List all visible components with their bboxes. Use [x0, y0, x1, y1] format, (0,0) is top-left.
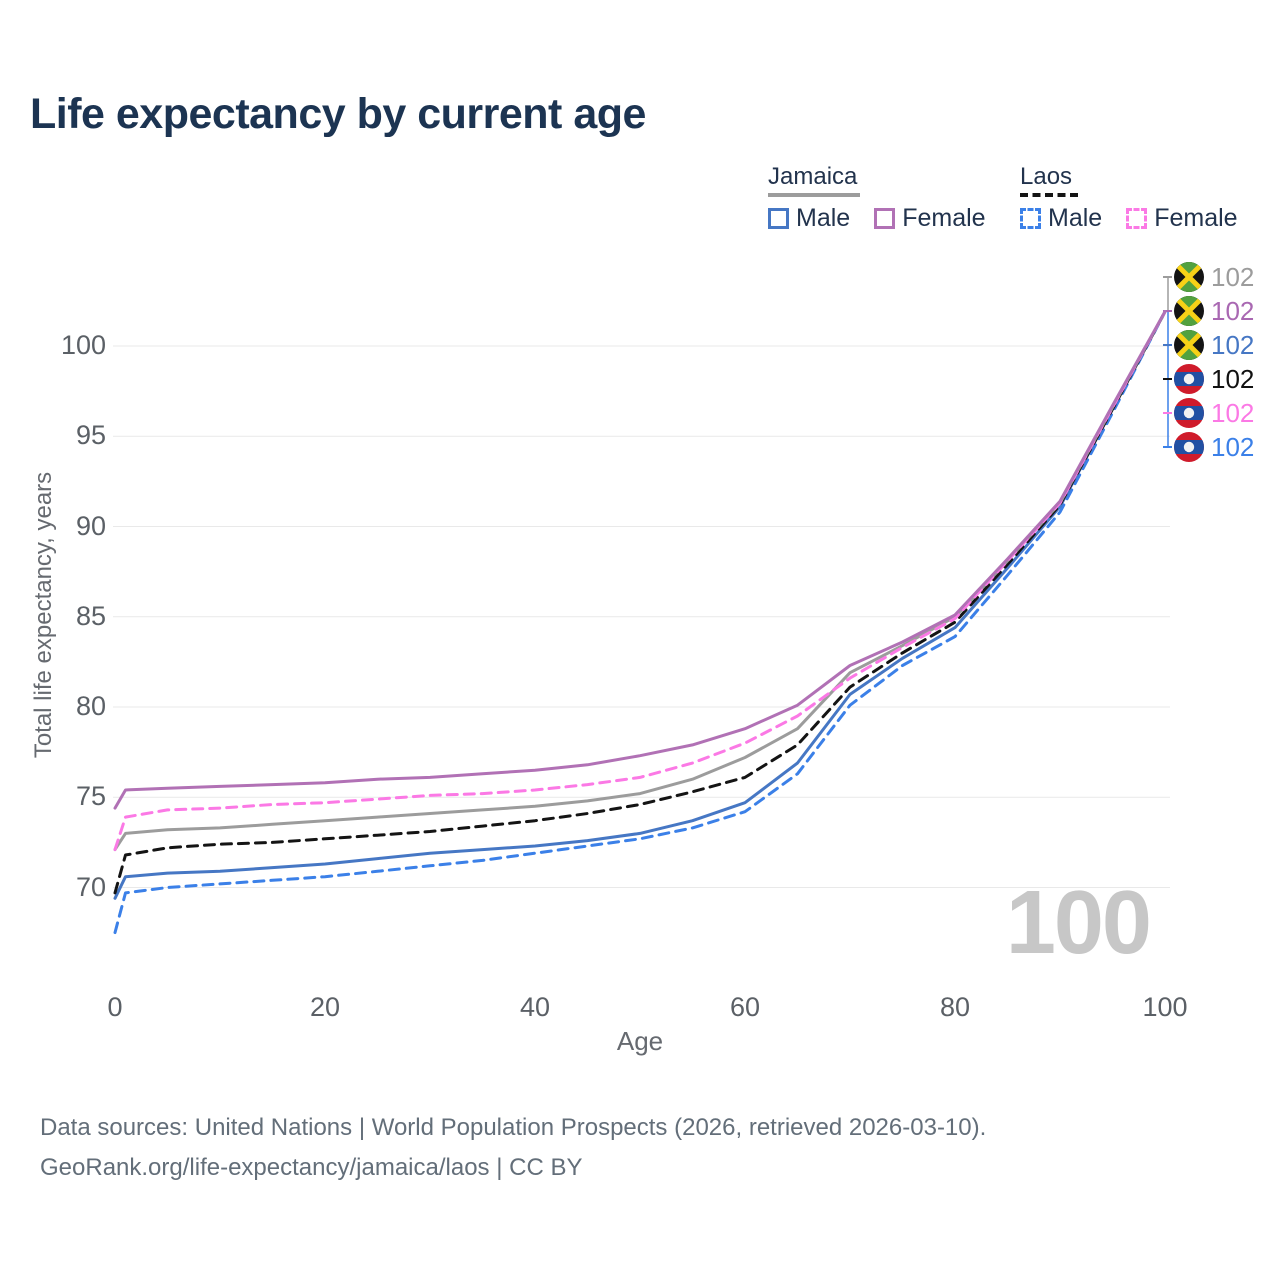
endpoint-value: 102 — [1211, 431, 1255, 462]
chart-plot — [113, 276, 1172, 935]
legend-label-laos-female: Female — [1154, 204, 1238, 232]
legend-group-jamaica: Jamaica Male Female — [768, 162, 1010, 233]
attribution-line: GeoRank.org/life-expectancy/jamaica/laos… — [40, 1154, 583, 1181]
y-tick-label-80: 80 — [75, 691, 106, 721]
x-tick-label-60: 60 — [729, 992, 761, 1022]
y-axis-title: Total life expectancy, years — [30, 471, 57, 759]
legend-item-laos-male[interactable]: Male — [1020, 204, 1102, 233]
endpoint-label-row-laos-male: 102 — [1174, 430, 1254, 464]
legend-swatch-jamaica-female — [874, 208, 896, 229]
legend-swatch-jamaica-male — [768, 208, 789, 229]
x-tick-label-80: 80 — [939, 992, 971, 1022]
legend-group-title-jamaica[interactable]: Jamaica — [768, 163, 858, 190]
y-tick-label-90: 90 — [75, 510, 106, 541]
endpoint-label-row-laos-total: 102 — [1174, 362, 1254, 396]
legend-item-jamaica-female[interactable]: Female — [874, 204, 986, 233]
y-tick-label-70: 70 — [75, 871, 106, 902]
data-source-line: Data sources: United Nations | World Pop… — [40, 1114, 987, 1141]
x-tick-label-0: 0 — [107, 992, 123, 1022]
legend-label-jamaica-male: Male — [796, 204, 851, 232]
laos-flag-icon — [1174, 432, 1204, 462]
legend-swatch-laos-male — [1020, 208, 1041, 229]
series-line-jamaica-total[interactable] — [113, 310, 1167, 852]
legend-label-jamaica-female: Female — [902, 204, 986, 232]
legend-group-laos: Laos Male Female — [1020, 162, 1262, 233]
x-tick-label-20: 20 — [309, 992, 341, 1022]
jamaica-flag-icon — [1174, 296, 1204, 326]
laos-flag-icon — [1174, 398, 1204, 428]
endpoint-value: 102 — [1211, 295, 1255, 326]
series-line-jamaica-female[interactable] — [113, 310, 1167, 810]
x-axis-title: Age — [616, 1026, 664, 1056]
jamaica-flag-icon — [1174, 262, 1204, 292]
x-tick-label-100: 100 — [1142, 992, 1188, 1022]
legend-underline-laos — [1020, 193, 1078, 197]
legend-group-title-laos[interactable]: Laos — [1020, 163, 1073, 190]
footer: Data sources: United Nations | World Pop… — [40, 1108, 986, 1188]
page-title: Life expectancy by current age — [30, 90, 646, 138]
endpoint-label-row-laos-female: 102 — [1174, 396, 1254, 430]
legend-item-jamaica-male[interactable]: Male — [768, 204, 850, 233]
laos-flag-icon — [1174, 364, 1204, 394]
endpoint-label-row-jamaica-male: 102 — [1174, 328, 1254, 362]
jamaica-flag-icon — [1174, 330, 1204, 360]
legend-item-laos-female[interactable]: Female — [1126, 204, 1238, 233]
endpoint-value: 102 — [1211, 363, 1255, 394]
endpoint-label-row-jamaica-total: 102 — [1174, 260, 1254, 294]
legend-label-laos-male: Male — [1048, 204, 1103, 232]
y-tick-label-85: 85 — [75, 600, 106, 631]
endpoint-labels: 102 102 102 102 102 102 — [1174, 260, 1254, 464]
series-line-jamaica-male[interactable] — [113, 310, 1167, 900]
y-tick-label-95: 95 — [75, 420, 106, 451]
series-line-laos-total[interactable] — [113, 310, 1167, 895]
endpoint-value: 102 — [1211, 261, 1255, 292]
y-tick-label-75: 75 — [75, 781, 106, 812]
endpoint-label-row-jamaica-female: 102 — [1174, 294, 1254, 328]
y-tick-label-100: 100 — [60, 330, 106, 360]
legend-swatch-laos-female — [1126, 208, 1148, 229]
age-counter-watermark: 100 — [1005, 873, 1152, 973]
series-line-laos-male[interactable] — [113, 310, 1167, 935]
series-line-laos-female[interactable] — [113, 310, 1167, 852]
endpoint-value: 102 — [1211, 397, 1255, 428]
legend-underline-jamaica — [768, 193, 860, 197]
endpoint-value: 102 — [1211, 329, 1255, 360]
x-tick-label-40: 40 — [519, 992, 551, 1022]
